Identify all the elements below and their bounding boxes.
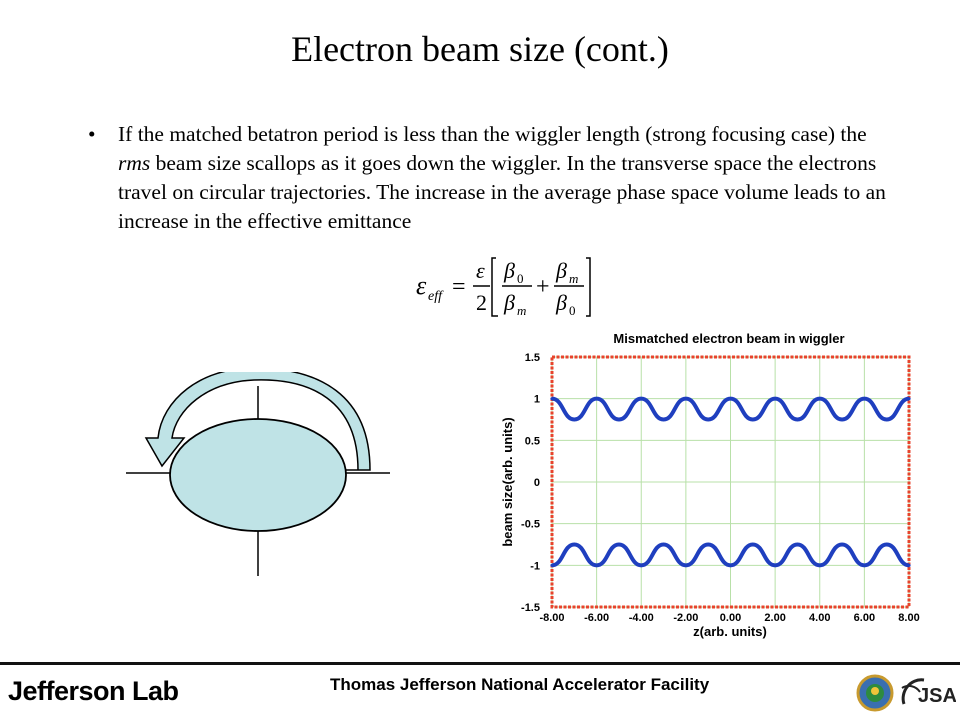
bullet-text-rms: rms [118, 151, 151, 175]
chart-y-tick-label: 1.5 [525, 352, 540, 364]
footer-bar [0, 665, 960, 720]
formula-lhs-symbol: ε [416, 271, 427, 300]
formula-term2-numerator: β [555, 258, 567, 283]
chart-series-1-point [684, 397, 688, 401]
chart-x-tick-label: -2.00 [673, 612, 698, 624]
chart-series-1-point [840, 417, 844, 422]
mismatched-beam-chart: Mismatched electron beam in wiggler 1.51… [500, 331, 920, 639]
chart-series-1-point [751, 417, 755, 422]
formula-coef-numerator: ε [476, 258, 485, 283]
chart-series-2-point [684, 563, 688, 567]
chart-y-label: beam size(arb. units) [500, 417, 515, 546]
chart-series-2-point [550, 563, 554, 567]
footer-divider [0, 662, 960, 665]
formula-coef-denominator: 2 [476, 290, 487, 315]
effective-emittance-formula: ε eff = ε 2 β 0 β m + β m β 0 [416, 257, 591, 318]
chart-series-2-point [818, 563, 822, 567]
chart-series-2-point [572, 542, 576, 547]
formula-left-bracket [491, 257, 498, 317]
chart-series-2-point [840, 542, 844, 547]
chart-y-ticks: 1.5 1 0.5 0 -0.5 -1 -1.5 [521, 352, 540, 614]
formula-term1-denominator-sub: m [517, 303, 526, 318]
doe-seal-icon [856, 674, 894, 712]
bullet-text: If the matched betatron period is less t… [118, 120, 888, 236]
chart-x-tick-label: 2.00 [764, 612, 785, 624]
bullet-text-part-2: beam size scallops as it goes down the w… [118, 151, 886, 233]
formula-term2-numerator-sub: m [569, 271, 578, 286]
jsa-logo-icon: JSA [901, 678, 956, 707]
chart-x-tick-label: 6.00 [854, 612, 875, 624]
chart-series-1-point [773, 397, 777, 401]
chart-series-2-point [639, 563, 643, 567]
chart-series-1-point [885, 417, 889, 422]
chart-series-2-point [706, 542, 710, 547]
chart-series-1-point [661, 417, 666, 422]
chart-y-tick-label: 0.5 [525, 435, 540, 447]
chart-series [550, 396, 911, 568]
jsa-text: JSA [918, 685, 956, 707]
phase-space-ellipse [169, 418, 347, 532]
chart-x-tick-label: 0.00 [720, 612, 741, 624]
chart-series-2-point [617, 542, 621, 547]
chart-x-tick-label: 4.00 [809, 612, 830, 624]
phase-space-diagram [126, 372, 390, 576]
chart-x-tick-label: 8.00 [898, 612, 919, 624]
formula-equals: = [452, 274, 466, 300]
chart-y-tick-label: -0.5 [521, 519, 540, 531]
chart-series-2-point [661, 542, 666, 547]
jefferson-lab-logo: Jefferson Lab [8, 676, 179, 706]
chart-series-2-point [907, 563, 911, 567]
bullet-text-part-1: If the matched betatron period is less t… [118, 122, 867, 146]
chart-y-tick-label: 1 [534, 394, 540, 406]
chart-y-tick-label: 0 [534, 477, 540, 489]
chart-series-2-point [773, 563, 777, 567]
chart-series-1-point [907, 397, 911, 401]
chart-series-2-point [795, 542, 800, 547]
chart-series-2-point [885, 542, 889, 547]
formula-plus: + [536, 274, 550, 300]
slide-title: Electron beam size (cont.) [291, 29, 669, 69]
chart-series-2-point [595, 563, 599, 567]
circular-trajectory-arrow [144, 372, 371, 471]
bullet-dot: • [88, 122, 96, 146]
formula-term2-denominator: β [555, 290, 567, 315]
chart-grid [551, 356, 910, 608]
formula-term1-denominator: β [503, 290, 515, 315]
chart-title: Mismatched electron beam in wiggler [613, 331, 844, 346]
chart-series-1-point [639, 397, 643, 401]
chart-x-label: z(arb. units) [693, 624, 767, 639]
chart-series-2-point [728, 563, 733, 567]
formula-term2-denominator-sub: 0 [569, 303, 576, 318]
chart-x-tick-label: -4.00 [629, 612, 654, 624]
chart-series-1-point [572, 417, 576, 422]
formula-right-bracket [586, 257, 591, 317]
chart-series-1-point [617, 417, 621, 422]
chart-x-tick-label: -8.00 [539, 612, 564, 624]
chart-y-tick-label: -1.5 [521, 602, 540, 614]
chart-series-1-point [550, 397, 554, 401]
chart-y-tick-label: -1 [530, 560, 540, 572]
chart-series-2-point [862, 563, 866, 567]
chart-series-1-point [795, 417, 800, 422]
chart-x-tick-label: -6.00 [584, 612, 609, 624]
chart-series-1-point [706, 417, 710, 422]
formula-lhs-subscript: eff [428, 289, 444, 304]
chart-series-1-point [818, 397, 822, 401]
chart-series-1-point [595, 397, 599, 401]
chart-series-1-point [728, 397, 733, 401]
chart-frame [550, 355, 911, 609]
chart-x-ticks: -8.00 -6.00 -4.00 -2.00 0.00 2.00 4.00 6.00 8.00 [539, 612, 919, 624]
formula-term1-numerator-sub: 0 [517, 271, 524, 286]
chart-series-2-point [751, 542, 755, 547]
facility-name: Thomas Jefferson National Accelerator Fa… [330, 675, 710, 694]
formula-term1-numerator: β [503, 258, 515, 283]
chart-series-1-point [862, 397, 866, 401]
